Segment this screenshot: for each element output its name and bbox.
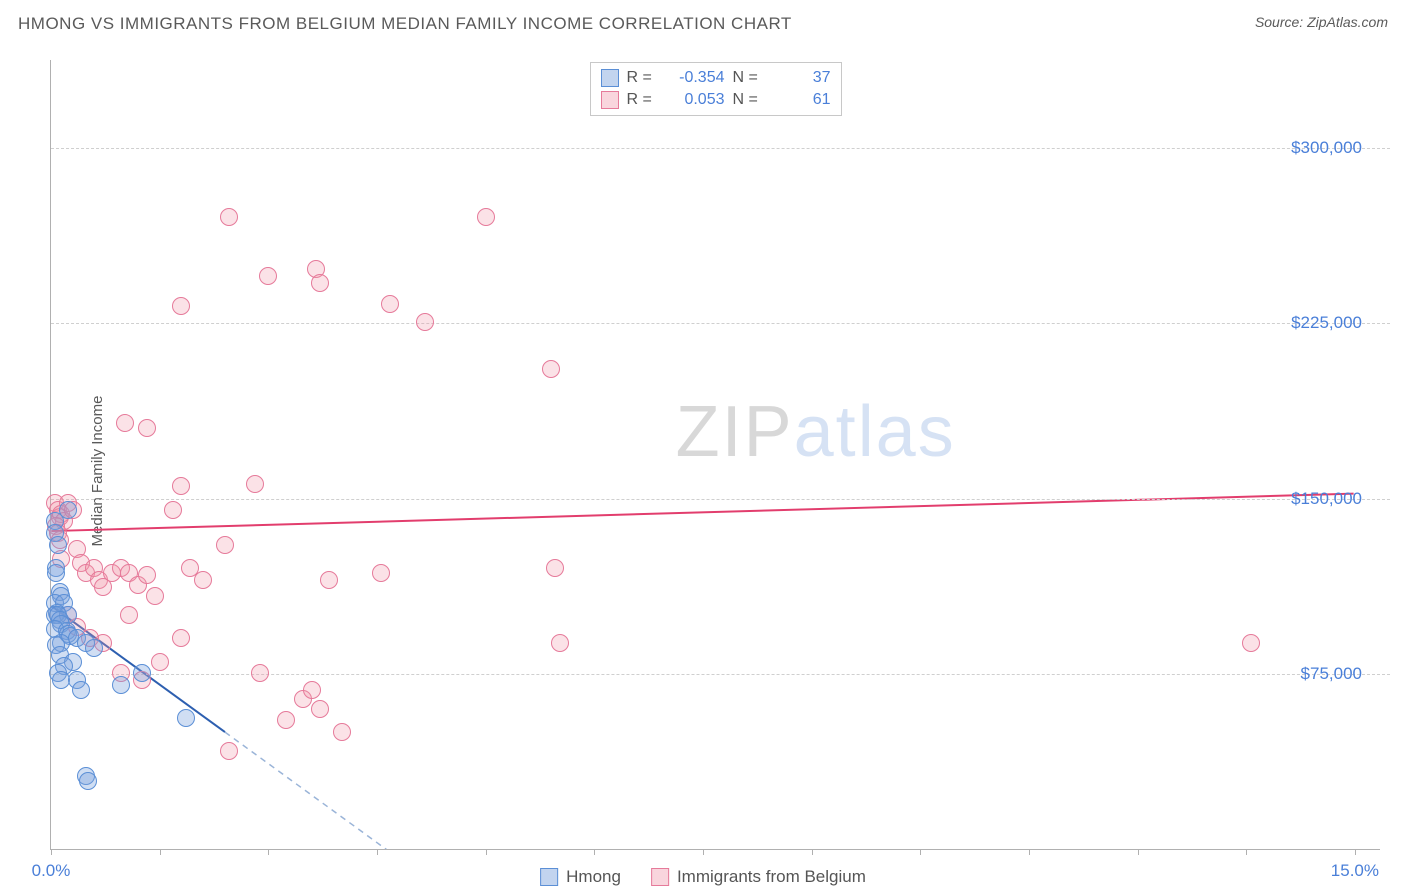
xtick [920, 849, 921, 855]
ytick-label: $75,000 [1301, 664, 1362, 684]
legend-label-series2: Immigrants from Belgium [677, 867, 866, 887]
scatter-point [372, 564, 390, 582]
scatter-point [79, 772, 97, 790]
scatter-point [303, 681, 321, 699]
scatter-point [151, 653, 169, 671]
legend-r-value-2: 0.053 [665, 91, 725, 109]
gridline-h [51, 499, 1390, 500]
legend-swatch-series1 [540, 868, 558, 886]
scatter-point [138, 566, 156, 584]
scatter-point [172, 477, 190, 495]
scatter-point [246, 475, 264, 493]
legend-label-series1: Hmong [566, 867, 621, 887]
scatter-point [172, 629, 190, 647]
scatter-point [116, 414, 134, 432]
scatter-point [259, 267, 277, 285]
ytick-label: $300,000 [1291, 138, 1362, 158]
watermark-atlas: atlas [794, 392, 956, 472]
scatter-point [120, 606, 138, 624]
scatter-point [172, 297, 190, 315]
scatter-point [546, 559, 564, 577]
xtick [1355, 849, 1356, 855]
ytick-label: $225,000 [1291, 313, 1362, 333]
scatter-point [542, 360, 560, 378]
scatter-point [138, 419, 156, 437]
watermark: ZIPatlas [676, 391, 956, 473]
scatter-point [220, 208, 238, 226]
legend-item-series2: Immigrants from Belgium [651, 867, 866, 887]
scatter-point [59, 501, 77, 519]
scatter-point [47, 564, 65, 582]
scatter-point [251, 664, 269, 682]
scatter-point [177, 709, 195, 727]
scatter-point [311, 274, 329, 292]
ytick-label: $150,000 [1291, 489, 1362, 509]
legend-n-label: N = [733, 91, 763, 109]
regression-lines-layer [51, 60, 1380, 849]
scatter-point [1242, 634, 1260, 652]
regression-line [225, 732, 399, 849]
legend-item-series1: Hmong [540, 867, 621, 887]
watermark-zip: ZIP [676, 392, 794, 472]
scatter-point [112, 676, 130, 694]
chart-source: Source: ZipAtlas.com [1255, 14, 1388, 30]
xtick-label-left: 0.0% [32, 861, 71, 881]
xtick [160, 849, 161, 855]
chart-title: HMONG VS IMMIGRANTS FROM BELGIUM MEDIAN … [18, 14, 792, 34]
scatter-point [416, 313, 434, 331]
xtick-label-right: 15.0% [1331, 861, 1379, 881]
scatter-point [551, 634, 569, 652]
gridline-h [51, 323, 1390, 324]
legend-series-box: Hmong Immigrants from Belgium [540, 867, 866, 887]
chart-area: Median Family Income R = -0.354 N = 37 R… [0, 50, 1406, 892]
xtick [268, 849, 269, 855]
legend-n-value-1: 37 [771, 69, 831, 87]
scatter-point [85, 639, 103, 657]
xtick [1138, 849, 1139, 855]
scatter-point [133, 664, 151, 682]
scatter-point [220, 742, 238, 760]
xtick [51, 849, 52, 855]
xtick [1029, 849, 1030, 855]
plot-area: R = -0.354 N = 37 R = 0.053 N = 61 ZIPat… [50, 60, 1380, 850]
xtick [1246, 849, 1247, 855]
scatter-point [72, 681, 90, 699]
legend-r-value-1: -0.354 [665, 69, 725, 87]
scatter-point [146, 587, 164, 605]
legend-swatch-series2 [601, 91, 619, 109]
xtick [812, 849, 813, 855]
xtick [594, 849, 595, 855]
scatter-point [216, 536, 234, 554]
xtick [486, 849, 487, 855]
scatter-point [311, 700, 329, 718]
scatter-point [320, 571, 338, 589]
legend-r-label: R = [627, 69, 657, 87]
legend-swatch-series2 [651, 868, 669, 886]
legend-correlation-box: R = -0.354 N = 37 R = 0.053 N = 61 [590, 62, 842, 116]
scatter-point [164, 501, 182, 519]
scatter-point [194, 571, 212, 589]
legend-r-label: R = [627, 91, 657, 109]
scatter-point [49, 536, 67, 554]
legend-n-label: N = [733, 69, 763, 87]
scatter-point [277, 711, 295, 729]
chart-header: HMONG VS IMMIGRANTS FROM BELGIUM MEDIAN … [0, 0, 1406, 50]
legend-row-series1: R = -0.354 N = 37 [601, 67, 831, 89]
legend-n-value-2: 61 [771, 91, 831, 109]
legend-swatch-series1 [601, 69, 619, 87]
scatter-point [477, 208, 495, 226]
scatter-point [333, 723, 351, 741]
xtick [703, 849, 704, 855]
xtick [377, 849, 378, 855]
legend-row-series2: R = 0.053 N = 61 [601, 89, 831, 111]
scatter-point [381, 295, 399, 313]
gridline-h [51, 148, 1390, 149]
